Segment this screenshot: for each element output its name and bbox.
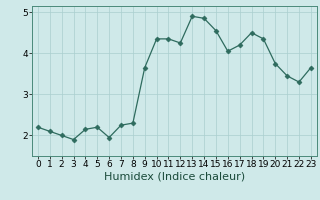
X-axis label: Humidex (Indice chaleur): Humidex (Indice chaleur)	[104, 172, 245, 182]
